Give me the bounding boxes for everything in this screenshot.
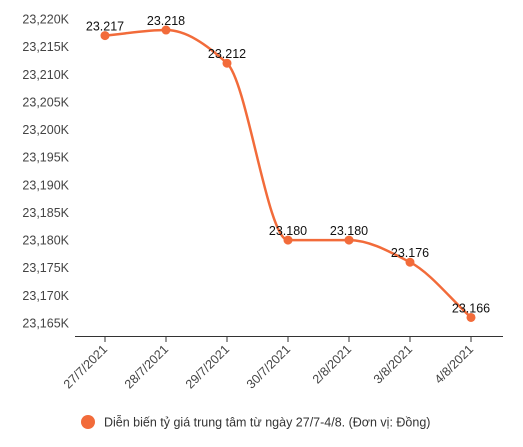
data-point bbox=[344, 235, 354, 245]
data-point bbox=[222, 58, 232, 68]
y-tick-label: 23,210K bbox=[22, 68, 69, 82]
legend: Diễn biến tỷ giá trung tâm từ ngày 27/7-… bbox=[81, 415, 430, 430]
x-tick-label: 2/8/2021 bbox=[310, 342, 354, 386]
x-tick-label: 28/7/2021 bbox=[122, 342, 171, 391]
y-axis: 23,165K 23,170K 23,175K 23,180K 23,185K 23,19… bbox=[22, 13, 69, 331]
data-point bbox=[405, 257, 415, 267]
x-tick-label: 30/7/2021 bbox=[244, 342, 293, 391]
y-tick-label: 23,220K bbox=[22, 13, 69, 27]
y-tick-label: 23,205K bbox=[22, 95, 69, 109]
y-tick-label: 23,170K bbox=[22, 289, 69, 303]
x-tick-label: 29/7/2021 bbox=[183, 342, 232, 391]
y-tick-label: 23,185K bbox=[22, 206, 69, 220]
data-point bbox=[100, 31, 110, 41]
legend-label: Diễn biến tỷ giá trung tâm từ ngày 27/7-… bbox=[104, 415, 430, 430]
data-point bbox=[466, 312, 476, 322]
data-label: 23.180 bbox=[330, 224, 368, 238]
data-point bbox=[283, 235, 293, 245]
y-tick-label: 23,175K bbox=[22, 261, 69, 275]
data-label: 23.166 bbox=[452, 301, 490, 315]
data-label: 23.212 bbox=[208, 47, 246, 61]
series-line-group: 23.217 23.218 23.212 23.180 23.180 23.176 23.1… bbox=[86, 14, 490, 322]
y-tick-label: 23,190K bbox=[22, 178, 69, 192]
legend-marker bbox=[81, 415, 95, 429]
y-tick-label: 23,165K bbox=[22, 317, 69, 331]
y-tick-label: 23,180K bbox=[22, 234, 69, 248]
x-tick-label: 3/8/2021 bbox=[371, 342, 415, 386]
data-label: 23.218 bbox=[147, 14, 185, 28]
data-point bbox=[161, 25, 171, 35]
x-axis: 27/7/2021 28/7/2021 29/7/2021 30/7/2021 2/8/… bbox=[61, 336, 503, 391]
data-label: 23.176 bbox=[391, 246, 429, 260]
series-line bbox=[104, 28, 472, 319]
y-tick-label: 23,200K bbox=[22, 123, 69, 137]
x-tick-label: 27/7/2021 bbox=[61, 342, 110, 391]
data-label: 23.217 bbox=[86, 20, 124, 34]
y-tick-label: 23,215K bbox=[22, 40, 69, 54]
y-tick-label: 23,195K bbox=[22, 151, 69, 165]
x-tick-label: 4/8/2021 bbox=[432, 342, 476, 386]
data-label: 23.180 bbox=[269, 224, 307, 238]
